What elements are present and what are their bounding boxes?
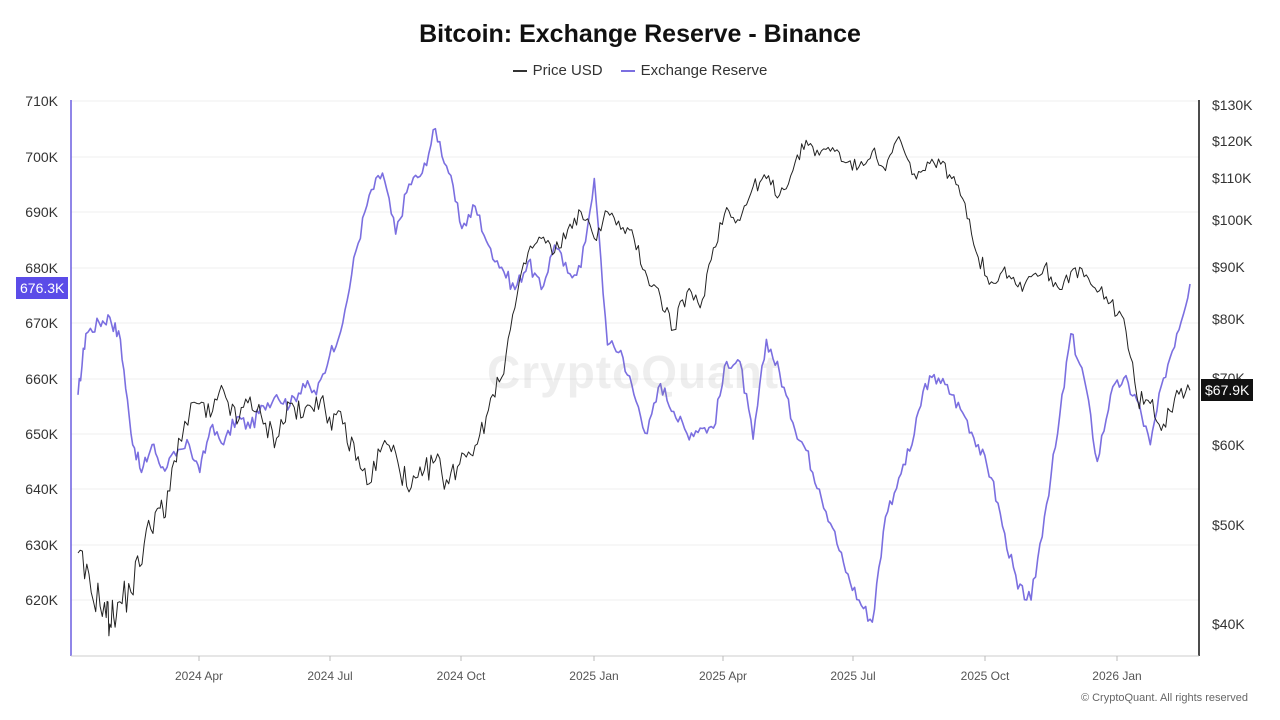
price-current-value-tag: $67.9K — [1201, 379, 1254, 401]
x-tick-label: 2025 Jan — [569, 669, 618, 683]
legend-item-price[interactable]: Price USD — [512, 62, 603, 79]
legend-label-reserve: Exchange Reserve — [640, 62, 768, 79]
left-tick-label: 700K — [25, 149, 58, 165]
x-tick-label: 2024 Oct — [437, 669, 486, 683]
reserve-line — [77, 127, 1191, 623]
x-tick-label: 2024 Apr — [175, 669, 223, 683]
left-tick-label: 630K — [25, 537, 58, 553]
left-tick-label: 660K — [25, 371, 58, 387]
reserve-current-value-tag: 676.3K — [16, 277, 69, 299]
right-tick-label: $60K — [1212, 437, 1245, 453]
copyright: © CryptoQuant. All rights reserved — [1080, 692, 1248, 704]
x-tick-label: 2025 Apr — [699, 669, 747, 683]
right-tick-label: $130K — [1212, 97, 1253, 113]
price-line — [77, 136, 1191, 637]
right-tick-label: $90K — [1212, 259, 1245, 275]
right-tick-label: $100K — [1212, 212, 1253, 228]
x-tick-label: 2024 Jul — [307, 669, 352, 683]
right-tick-label: $80K — [1212, 311, 1245, 327]
legend-item-reserve[interactable]: Exchange Reserve — [620, 62, 768, 79]
reserve-swatch — [620, 69, 635, 72]
right-tick-label: $50K — [1212, 517, 1245, 533]
chart-title: Bitcoin: Exchange Reserve - Binance — [419, 20, 861, 48]
right-tick-label: $120K — [1212, 133, 1253, 149]
right-tick-label: $110K — [1212, 170, 1252, 186]
price-swatch — [512, 69, 527, 72]
x-tick-label: 2025 Oct — [961, 669, 1010, 683]
left-tick-label: 680K — [25, 260, 58, 276]
x-tick-label: 2025 Jul — [830, 669, 875, 683]
x-tick-label: 2026 Jan — [1092, 669, 1141, 683]
left-tick-label: 710K — [25, 93, 58, 109]
left-tick-label: 650K — [25, 426, 58, 442]
legend-label-price: Price USD — [532, 62, 603, 79]
left-tick-label: 620K — [25, 592, 58, 608]
left-tick-label: 670K — [25, 315, 58, 331]
left-tick-label: 690K — [25, 204, 58, 220]
watermark: CryptoQuant — [487, 346, 780, 398]
legend: Price USD Exchange Reserve — [0, 62, 1280, 79]
left-tick-label: 640K — [25, 481, 58, 497]
right-tick-label: $40K — [1212, 616, 1245, 632]
